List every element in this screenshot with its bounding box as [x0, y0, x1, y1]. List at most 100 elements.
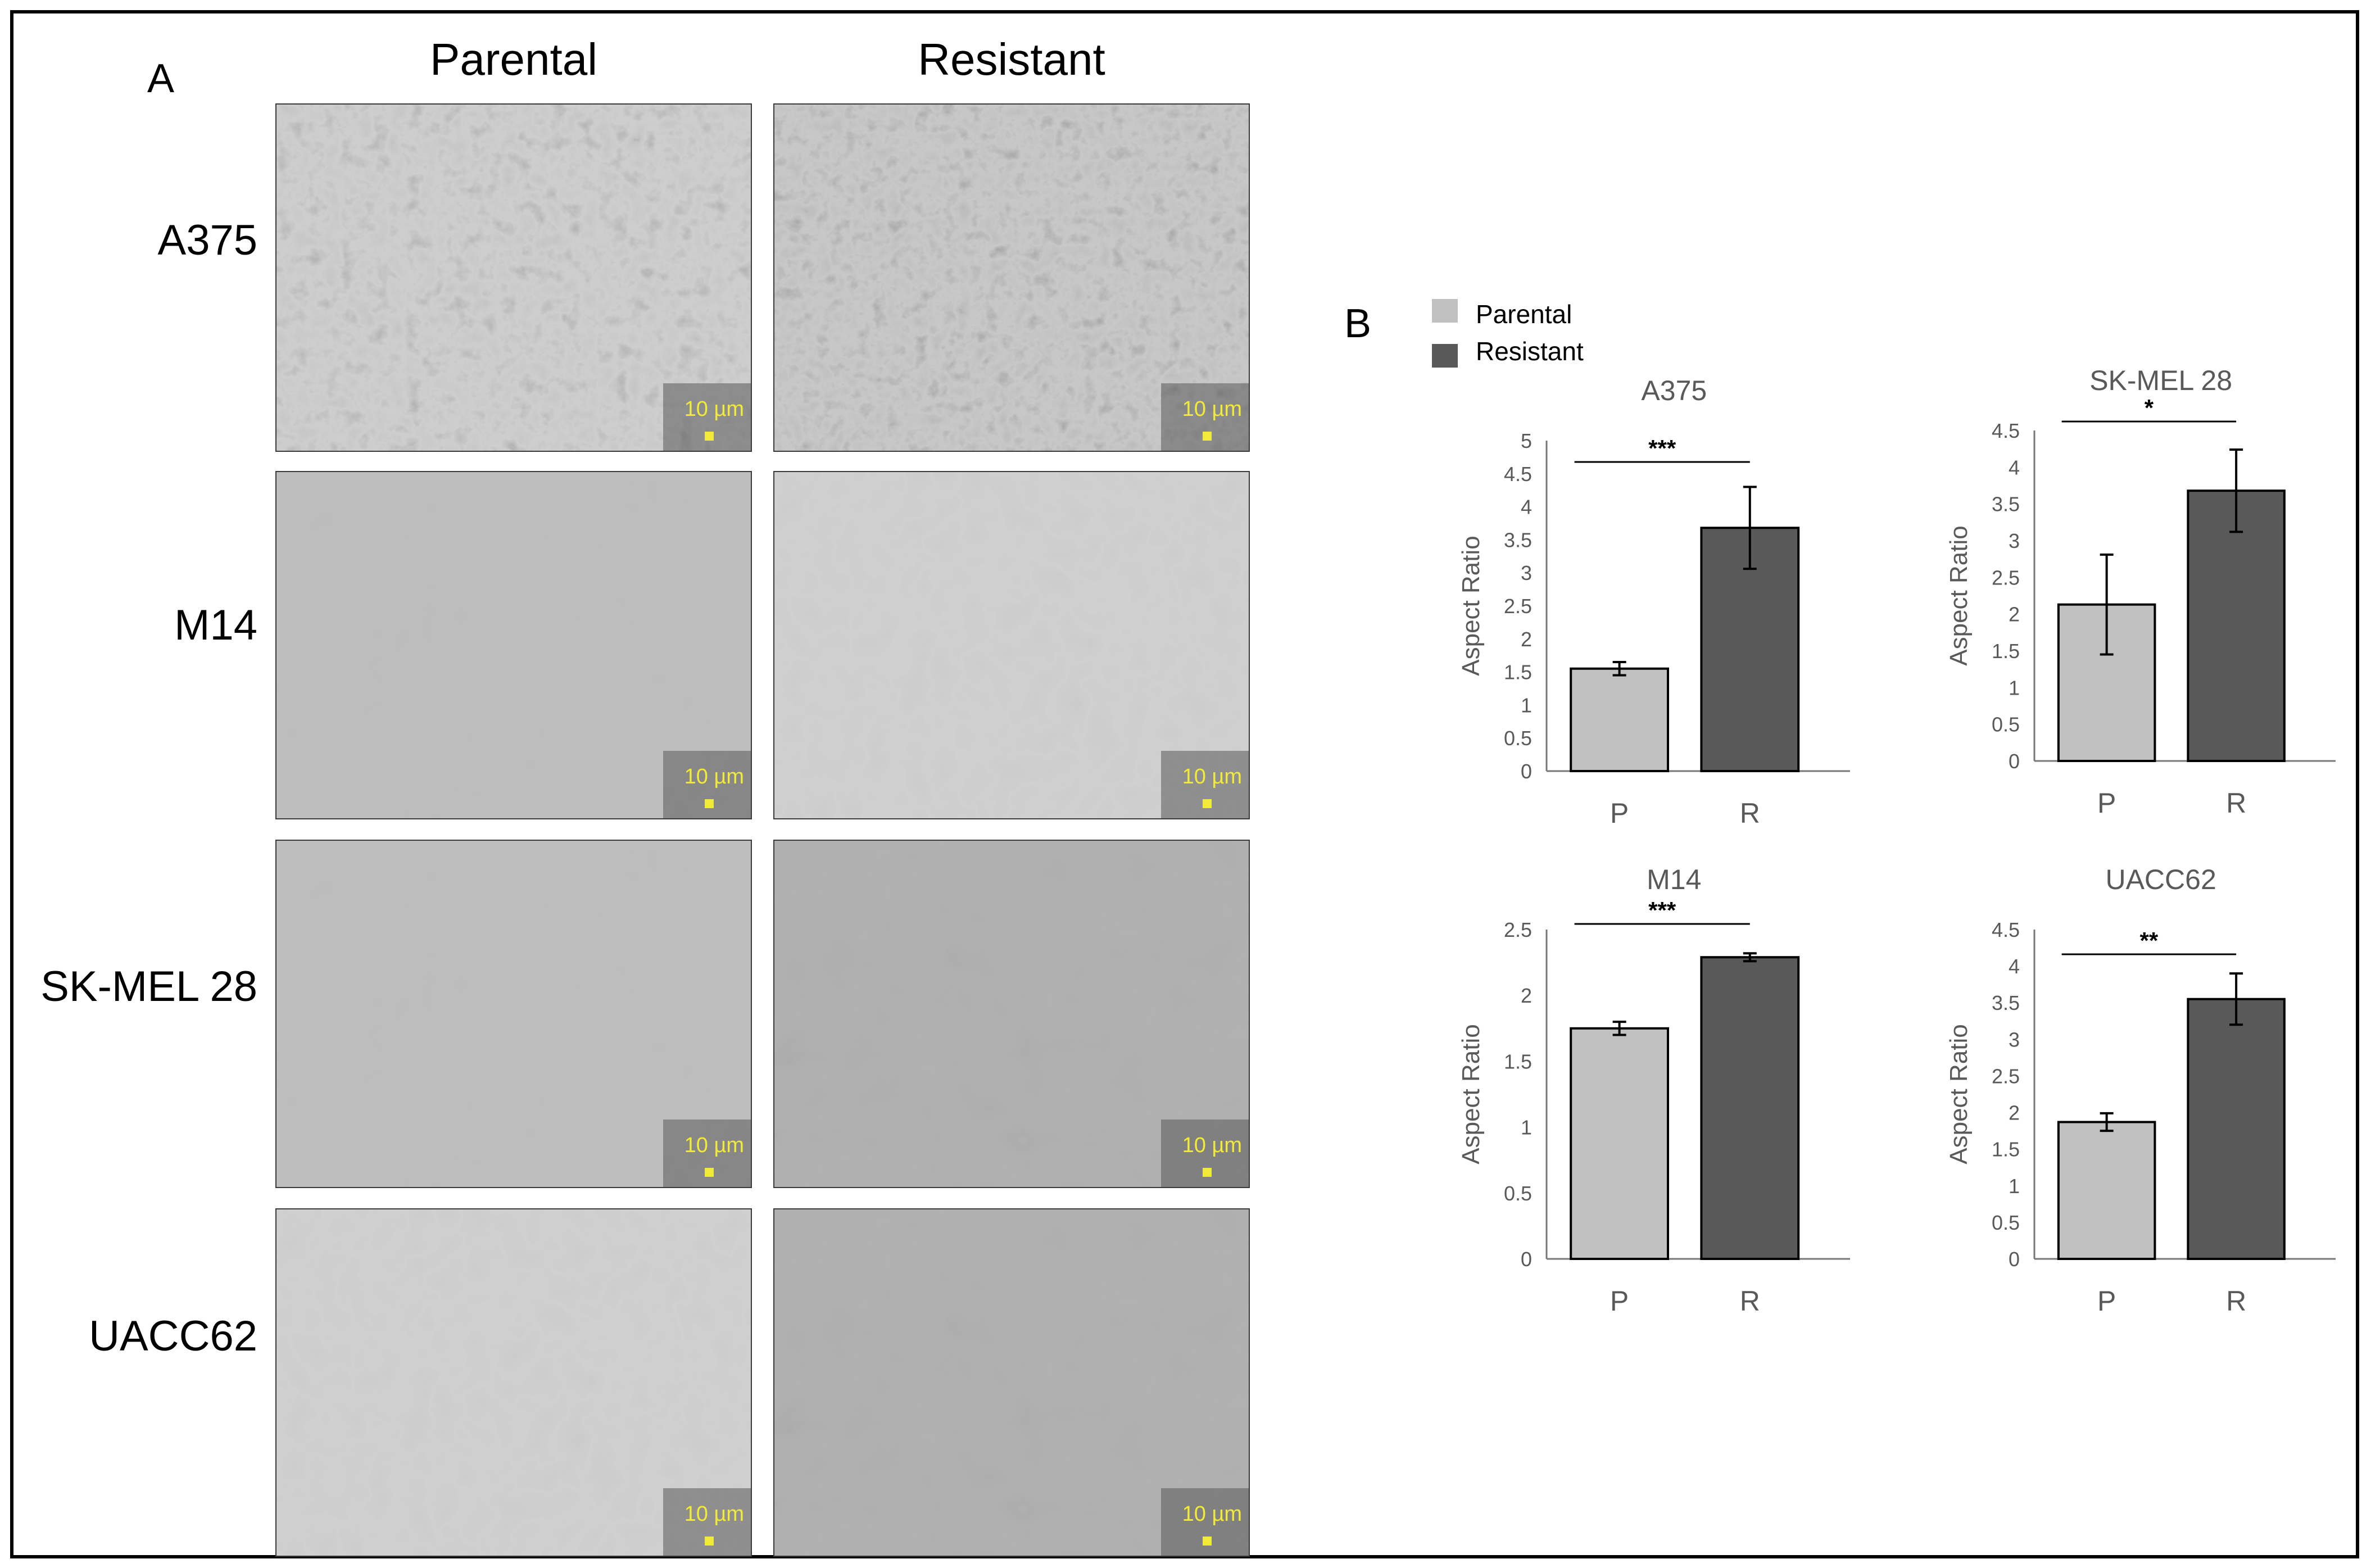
row-label-sk-mel-28: SK-MEL 28 — [40, 963, 257, 1010]
bar-a375-p — [1570, 667, 1669, 772]
scale-bar-box: 10 µm — [1161, 1488, 1249, 1556]
x-tick-label: P — [1610, 1285, 1629, 1317]
chart-title-uacc62: UACC62 — [2105, 864, 2216, 895]
micrograph-sk-mel-28-resistant: 10 µm — [773, 840, 1250, 1188]
legend-label-resistant: Resistant — [1476, 337, 1584, 366]
panel-b-letter: B — [1344, 301, 1372, 346]
bar-uacc62-r — [2187, 998, 2286, 1260]
y-tick-label: 3 — [2009, 1028, 2020, 1051]
y-tick-label: 1 — [1521, 1116, 1532, 1139]
row-label-a375: A375 — [157, 216, 258, 264]
micrograph-uacc62-parental: 10 µm — [275, 1208, 752, 1557]
scale-bar-mark — [1203, 432, 1212, 441]
scale-bar-box: 10 µm — [1161, 751, 1249, 818]
scale-bar-box: 10 µm — [1161, 383, 1249, 451]
micrograph-a375-parental: 10 µm — [275, 103, 752, 452]
y-tick-label: 3.5 — [1992, 991, 2020, 1014]
scale-bar-mark — [705, 1168, 714, 1177]
chart-title-a375: A375 — [1641, 375, 1707, 406]
y-tick-label: 0.5 — [1504, 727, 1532, 750]
y-axis-label-a375: Aspect Ratio — [1457, 536, 1485, 676]
scale-bar-mark — [1203, 799, 1212, 808]
scale-bar-box: 10 µm — [663, 383, 751, 451]
x-tick-label: P — [2097, 1285, 2116, 1317]
bar-uacc62-p — [2057, 1121, 2156, 1261]
y-tick-label: 3.5 — [1992, 493, 2020, 516]
micrograph-m14-resistant: 10 µm — [773, 471, 1250, 819]
y-tick-label: 0.5 — [1504, 1182, 1532, 1205]
bar-m14-p — [1570, 1027, 1669, 1261]
y-tick-label: 4.5 — [1504, 463, 1532, 486]
y-tick-label: 2 — [2009, 603, 2020, 626]
x-tick-label: R — [1740, 797, 1760, 829]
micrograph-sk-mel-28-parental: 10 µm — [275, 840, 752, 1188]
y-tick-label: 4 — [2009, 456, 2020, 479]
scale-bar-label: 10 µm — [684, 1502, 744, 1526]
column-header-resistant: Resistant — [918, 34, 1105, 84]
y-tick-label: 2 — [1521, 628, 1532, 651]
scale-bar-box: 10 µm — [1161, 1120, 1249, 1187]
y-tick-label: 2 — [1521, 984, 1532, 1007]
y-tick-label: 1.5 — [1504, 1050, 1532, 1073]
micrograph-a375-resistant: 10 µm — [773, 103, 1250, 452]
scale-bar-label: 10 µm — [1182, 1134, 1242, 1157]
y-tick-label: 0.5 — [1992, 713, 2020, 736]
chart-title-sk-mel-28: SK-MEL 28 — [2089, 365, 2232, 396]
scale-bar-label: 10 µm — [1182, 765, 1242, 788]
scale-bar-box: 10 µm — [663, 1488, 751, 1556]
y-tick-label: 1 — [1521, 694, 1532, 717]
scale-bar-mark — [705, 799, 714, 808]
x-tick-label: R — [2226, 1285, 2246, 1317]
legend-label-parental: Parental — [1476, 300, 1572, 329]
y-tick-label: 0 — [1521, 760, 1532, 783]
x-tick-label: R — [1740, 1285, 1760, 1317]
y-tick-label: 1.5 — [1992, 640, 2020, 663]
micrograph-uacc62-resistant: 10 µm — [773, 1208, 1250, 1557]
y-tick-label: 2 — [2009, 1102, 2020, 1125]
significance-stars-m14: *** — [1648, 897, 1676, 923]
y-tick-label: 4 — [1521, 496, 1532, 519]
panel-a-letter: A — [147, 56, 175, 101]
y-tick-label: 5 — [1521, 429, 1532, 452]
scale-bar-mark — [705, 1537, 714, 1546]
y-tick-label: 1 — [2009, 1175, 2020, 1198]
y-tick-label: 1 — [2009, 676, 2020, 699]
scale-bar-label: 10 µm — [1182, 397, 1242, 421]
y-axis-label-sk-mel-28: Aspect Ratio — [1945, 525, 1973, 665]
y-tick-label: 2.5 — [1504, 918, 1532, 941]
y-tick-label: 4 — [2009, 955, 2020, 978]
micrograph-m14-parental: 10 µm — [275, 471, 752, 819]
y-tick-label: 0 — [2009, 1248, 2020, 1271]
x-tick-label: P — [1610, 797, 1629, 829]
scale-bar-label: 10 µm — [684, 765, 744, 788]
legend-swatch-resistant — [1432, 344, 1458, 368]
y-tick-label: 3.5 — [1504, 528, 1532, 551]
chart-title-m14: M14 — [1647, 864, 1701, 895]
scale-bar-label: 10 µm — [684, 397, 744, 421]
y-tick-label: 0 — [1521, 1248, 1532, 1271]
y-tick-label: 1.5 — [1992, 1138, 2020, 1161]
significance-stars-sk-mel-28: * — [2145, 395, 2154, 421]
legend-swatch-parental — [1432, 299, 1458, 323]
y-axis-label-uacc62: Aspect Ratio — [1945, 1024, 1973, 1164]
figure-frame — [10, 10, 2359, 1558]
y-tick-label: 2.5 — [1992, 566, 2020, 589]
scale-bar-mark — [705, 432, 714, 441]
y-tick-label: 1.5 — [1504, 661, 1532, 684]
y-axis-label-m14: Aspect Ratio — [1457, 1024, 1485, 1164]
y-tick-label: 3 — [2009, 529, 2020, 552]
y-tick-label: 0.5 — [1992, 1211, 2020, 1234]
row-label-m14: M14 — [174, 601, 257, 649]
y-tick-label: 2.5 — [1992, 1064, 2020, 1087]
y-tick-label: 4.5 — [1992, 419, 2020, 442]
y-tick-label: 0 — [2009, 750, 2020, 773]
y-tick-label: 4.5 — [1992, 918, 2020, 941]
y-tick-label: 2.5 — [1504, 595, 1532, 618]
significance-stars-uacc62: ** — [2140, 927, 2159, 954]
scale-bar-box: 10 µm — [663, 751, 751, 818]
x-tick-label: P — [2097, 787, 2116, 819]
scale-bar-mark — [1203, 1168, 1212, 1177]
scale-bar-label: 10 µm — [684, 1134, 744, 1157]
row-label-uacc62: UACC62 — [89, 1312, 257, 1360]
